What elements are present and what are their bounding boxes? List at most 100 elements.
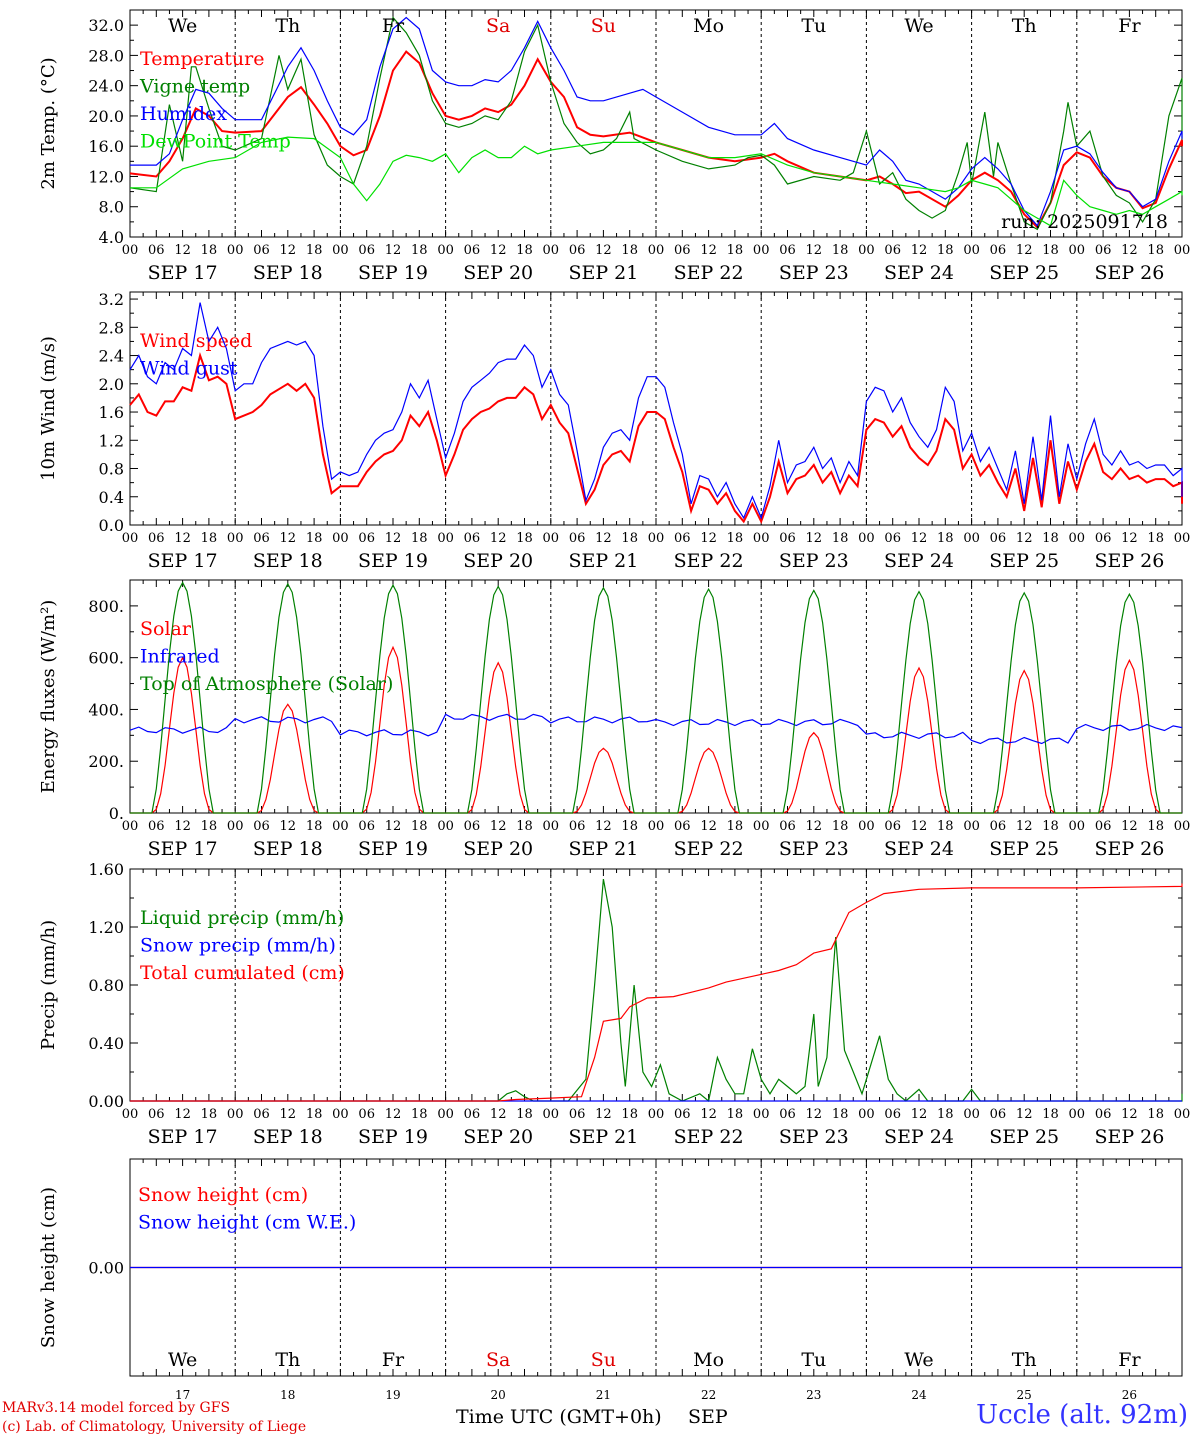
weekday-label: Tu [801,15,826,37]
date-label: SEP 24 [884,550,954,572]
y-tick-label: 1.2 [99,431,124,450]
hour-label: 06 [884,243,901,258]
hour-label: 12 [595,819,612,834]
date-label: SEP 22 [674,1126,744,1148]
hour-label: 12 [385,243,402,258]
hour-label: 00 [648,1107,665,1122]
legend-entry: Top of Atmosphere (Solar) [140,673,393,695]
y-tick-label: 24.0 [88,77,124,96]
hour-label: 06 [148,531,165,546]
hour-label: 06 [464,819,481,834]
date-label: SEP 26 [1094,550,1164,572]
hour-label: 18 [937,819,954,834]
hour-label: 06 [990,819,1007,834]
hour-label: 18 [832,1107,849,1122]
hour-label: 00 [122,531,139,546]
y-tick-label: 0. [109,804,124,823]
date-label: SEP 22 [674,262,744,284]
y-tick-label: 0.00 [88,1092,124,1111]
hour-label: 18 [516,243,533,258]
hour-label: 12 [595,243,612,258]
hour-label: 06 [358,531,375,546]
weekday-label: Sa [486,1349,510,1371]
hour-label: 12 [911,243,928,258]
hour-label: 06 [464,531,481,546]
y-tick-label: 0.8 [99,460,124,479]
hour-label: 00 [332,243,349,258]
hour-label: 00 [543,1107,560,1122]
weekday-label: We [168,1349,197,1371]
hour-label: 12 [1121,531,1138,546]
date-label: SEP 17 [148,838,218,860]
hour-label: 12 [700,819,717,834]
y-axis-label: Precip (mm/h) [38,920,59,1050]
date-label: SEP 24 [884,838,954,860]
date-label: SEP 21 [568,262,638,284]
hour-label: 12 [1016,531,1033,546]
hour-label: 06 [253,243,270,258]
hour-label: 12 [700,243,717,258]
y-tick-label: 0.80 [88,976,124,995]
hour-label: 00 [753,819,770,834]
hour-label: 18 [937,243,954,258]
legend-entry: Solar [140,618,192,640]
hour-label: 12 [595,531,612,546]
hour-label: 06 [674,243,691,258]
hour-label: 18 [832,819,849,834]
y-tick-label: 32.0 [88,16,124,35]
hour-label: 06 [674,819,691,834]
hour-label: 00 [227,819,244,834]
hour-label: 12 [490,819,507,834]
date-label: SEP 19 [358,550,428,572]
hour-label: 12 [385,1107,402,1122]
legend-entry: Wind speed [140,330,252,352]
hour-label: 06 [990,243,1007,258]
hour-label: 12 [1016,819,1033,834]
hour-label: 06 [990,1107,1007,1122]
y-axis-label: Snow height (cm) [38,1187,59,1348]
hour-label: 12 [1016,243,1033,258]
hour-label: 12 [1121,1107,1138,1122]
hour-label: 06 [253,819,270,834]
date-label: SEP 25 [989,262,1059,284]
date-label: SEP 18 [253,550,323,572]
date-label: SEP 19 [358,1126,428,1148]
legend-entry: Wind gust [140,358,238,380]
hour-label: 18 [621,819,638,834]
date-label: SEP 21 [568,550,638,572]
series-line [130,878,1183,1103]
hour-label: 12 [911,819,928,834]
hour-label: 18 [516,1107,533,1122]
date-label: SEP 23 [779,262,849,284]
legend-entry: Humidex [140,103,227,125]
legend-entry: Vigne temp [139,76,250,98]
date-label: SEP 25 [989,1126,1059,1148]
hour-label: 00 [1069,819,1086,834]
hour-label: 00 [437,819,454,834]
hour-label: 00 [963,819,980,834]
y-tick-label: 1.6 [99,403,124,422]
date-label: SEP 18 [253,1126,323,1148]
hour-label: 12 [806,1107,823,1122]
hour-label: 12 [280,531,297,546]
hour-label: 18 [516,531,533,546]
hour-label: 00 [1174,243,1191,258]
hour-label: 12 [385,531,402,546]
hour-label: 06 [990,531,1007,546]
series-line [129,352,1183,525]
hour-label: 06 [569,1107,586,1122]
hour-label: 12 [174,243,191,258]
hour-label: 12 [700,1107,717,1122]
hour-label: 00 [227,243,244,258]
hour-label: 18 [1147,1107,1164,1122]
hour-label: 06 [1095,243,1112,258]
y-axis-label: Energy fluxes (W/m²) [38,600,59,794]
hour-label: 18 [832,531,849,546]
hour-label: 06 [674,1107,691,1122]
hour-label: 12 [174,531,191,546]
hour-label: 06 [569,819,586,834]
month-label: SEP [688,1406,728,1428]
hour-label: 00 [648,531,665,546]
y-tick-label: 8.0 [99,198,124,217]
hour-label: 18 [727,819,744,834]
